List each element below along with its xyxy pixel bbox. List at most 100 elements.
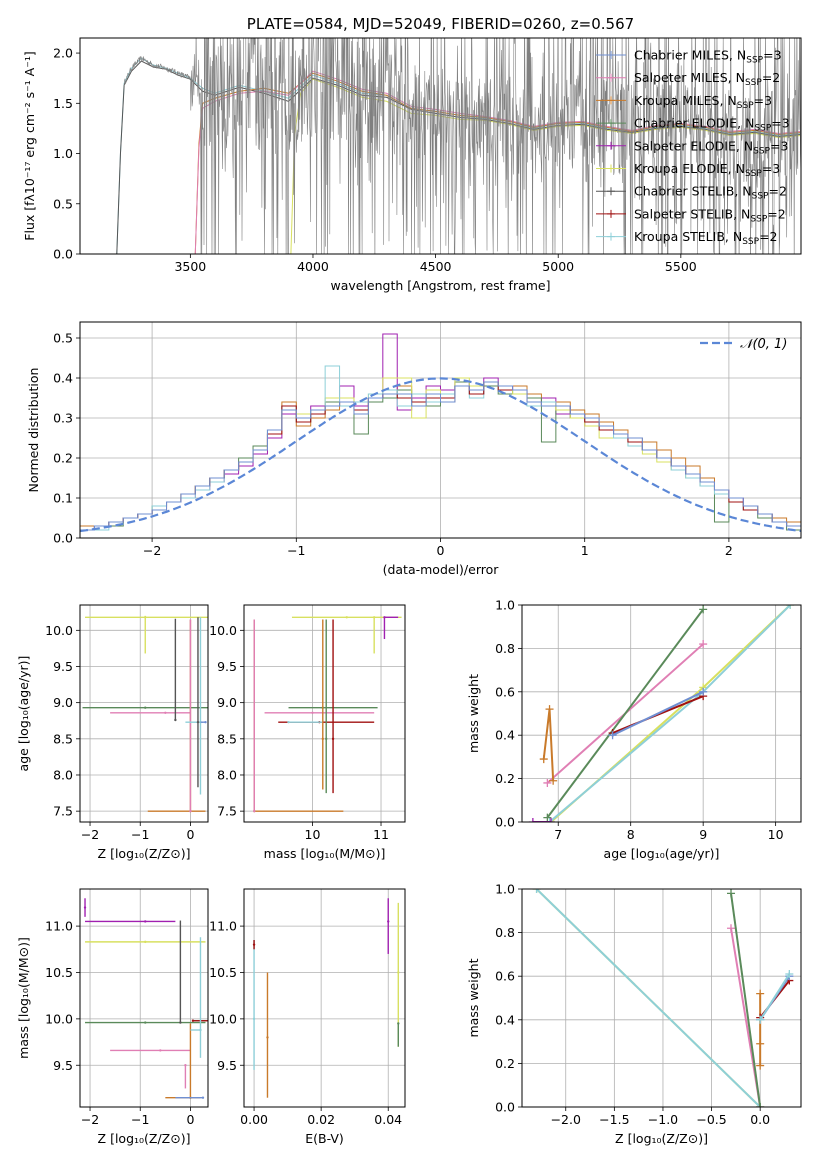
y-tick-label: 0.5: [53, 196, 73, 211]
y-tick-label: 1.0: [495, 598, 515, 613]
axes-frame: [79, 888, 209, 1108]
legend-marker: [607, 51, 615, 59]
legend-entry: Kroupa ELODIE, NSSP=3: [634, 161, 780, 179]
legend-suffix: =2: [762, 70, 780, 85]
legend-entry: Kroupa MILES, NSSP=3: [634, 93, 772, 111]
x-tick-label: 9: [699, 827, 707, 842]
legend-suffix: =2: [769, 184, 787, 199]
plus-marker: [756, 1015, 765, 1024]
y-tick-label: 0.0: [495, 1100, 515, 1115]
data-point: [201, 1096, 205, 1099]
x-tick-label: −1: [131, 827, 149, 842]
plus-marker: [528, 818, 537, 822]
y-tick-label: 11.0: [209, 919, 237, 934]
weight-line: [730, 893, 762, 1107]
y-tick-label: 0.1: [53, 491, 73, 506]
x-axis-label: E(B-V): [305, 1131, 344, 1146]
x-tick-label: 10: [305, 827, 321, 842]
y-tick-label: 8.0: [217, 767, 237, 782]
x-tick-label: 5500: [665, 259, 697, 274]
legend-entry: Chabrier ELODIE, NSSP=3: [634, 116, 790, 134]
plus-marker: [727, 924, 736, 933]
data-point: [321, 737, 324, 741]
y-tick-label: 9.5: [53, 659, 73, 674]
plus-marker: [543, 813, 552, 822]
y-tick-label: 1.0: [495, 882, 515, 897]
legend-suffix: =2: [767, 206, 785, 221]
y-tick-label: 9.5: [53, 1058, 73, 1073]
y-tick-label: 0.0: [53, 531, 73, 546]
x-axis-label: Z [log₁₀(Z/Z⊙)]: [98, 846, 191, 861]
x-tick-label: −2: [81, 827, 99, 842]
y-tick-label: 8.0: [53, 767, 73, 782]
data-point: [311, 711, 314, 714]
x-tick-label: 5000: [542, 259, 574, 274]
frame-mass-vs-EBV: 0.00 0.02 0.04 9.5 10.0 10.5 11.0 E(B-V): [209, 888, 406, 1146]
legend-marker: [607, 141, 615, 150]
frame-residuals: −2 −1 0 1 2 0.0 0.1 0.2 0.3 0.4 0.5 (data-model)/er…: [26, 321, 802, 577]
plot-area-mass-vs-Z: [83, 898, 208, 1099]
data-point: [184, 1064, 187, 1067]
legend-suffix: =3: [763, 48, 781, 63]
plus-marker: [608, 731, 617, 740]
x-tick-label: 0: [186, 1112, 194, 1127]
legend-subscript: SSP: [742, 237, 759, 247]
y-axis-label: Flux [fλ10⁻¹⁷ erg cm⁻² s⁻¹ A⁻¹]: [22, 51, 37, 240]
plot-area-age-vs-Z: [82, 615, 208, 813]
plus-marker: [545, 818, 554, 822]
y-tick-label: 0.4: [495, 728, 515, 743]
legend-subscript: SSP: [737, 101, 754, 111]
x-tick-label: −1: [131, 1112, 149, 1127]
data-point: [345, 616, 348, 619]
data-point: [144, 1021, 147, 1024]
y-tick-label: 10.0: [209, 1011, 237, 1026]
data-point: [383, 616, 386, 619]
x-tick-label: 0.00: [240, 1112, 268, 1127]
y-tick-label: 7.5: [217, 804, 237, 819]
legend-label: Salpeter ELODIE, N: [634, 138, 753, 153]
plot-area-age-vs-mass: [253, 616, 402, 813]
weight-line: [546, 608, 704, 819]
data-point: [144, 706, 147, 709]
data-point: [199, 1028, 202, 1032]
x-axis-label: mass [log₁₀(M/M⊙)]: [264, 846, 386, 861]
data-point: [397, 971, 400, 974]
x-tick-label: −2: [81, 1112, 99, 1127]
axes-weight-vs-Z: [522, 888, 801, 1108]
axes-frame: [243, 888, 406, 1108]
x-tick-label: 8: [627, 827, 635, 842]
x-axis-label: wavelength [Angstrom, rest frame]: [330, 278, 550, 293]
legend-label: Chabrier MILES, N: [634, 48, 746, 63]
plus-marker: [699, 687, 708, 696]
legend-suffix: =3: [770, 138, 788, 153]
y-tick-label: 0.6: [495, 684, 515, 699]
weight-line: [759, 973, 791, 1021]
y-tick-label: 0.8: [495, 641, 515, 656]
y-tick-label: 0.6: [495, 969, 515, 984]
y-tick-label: 0.2: [495, 771, 515, 786]
legend-subscript: SSP: [752, 192, 769, 202]
x-tick-label: −1.5: [599, 1112, 629, 1127]
x-tick-label: −1.0: [648, 1112, 678, 1127]
plot-area-residuals: [80, 333, 801, 538]
histogram-step: [80, 381, 801, 538]
data-point: [174, 718, 177, 722]
legend-entry: Salpeter ELODIE, NSSP=3: [634, 138, 788, 156]
plus-marker: [786, 605, 795, 609]
plus-marker: [543, 778, 552, 787]
x-tick-label: 4500: [420, 259, 452, 274]
y-tick-label: 8.5: [217, 731, 237, 746]
legend-entry: Chabrier MILES, NSSP=3: [634, 48, 782, 66]
x-axis-label: age [log₁₀(age/yr)]: [604, 846, 720, 861]
y-tick-label: 0.5: [53, 331, 73, 346]
plus-marker: [545, 705, 554, 714]
x-tick-label: 0.04: [374, 1112, 402, 1127]
plus-marker: [699, 640, 708, 649]
y-tick-label: 10.5: [209, 965, 237, 980]
y-tick-label: 10.0: [209, 623, 237, 638]
y-tick-label: 8.5: [53, 731, 73, 746]
y-tick-label: 0.2: [53, 451, 73, 466]
